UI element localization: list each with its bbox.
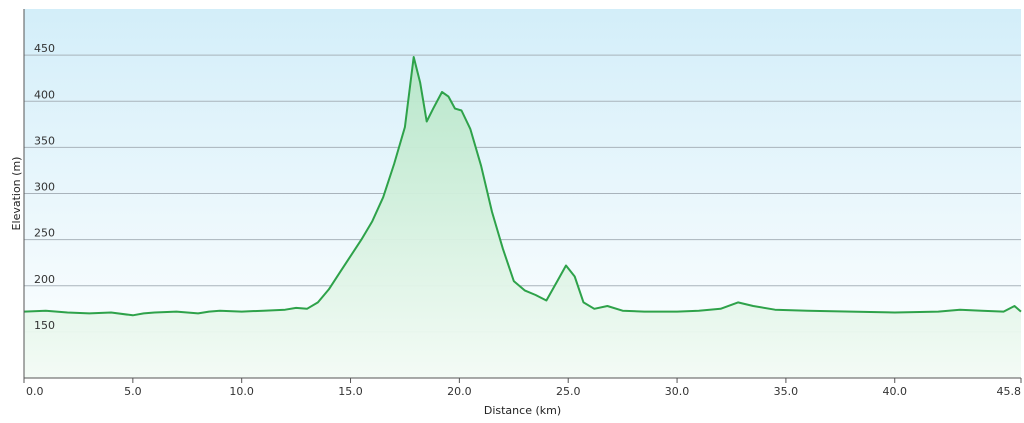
y-axis-label: Elevation (m) (10, 157, 23, 231)
x-axis-ticks: 0.0 5.0 10.0 15.0 20.0 25.0 30.0 35.0 40.0 45.8 (23, 378, 1022, 398)
x-tick-label: 10.0 (229, 385, 254, 398)
y-tick-label: 400 (34, 88, 55, 101)
y-tick-label: 150 (34, 319, 55, 332)
y-tick-label: 250 (34, 227, 55, 240)
x-tick-label: 40.0 (882, 385, 907, 398)
x-tick-label: 0.0 (26, 385, 44, 398)
x-tick-label: 25.0 (556, 385, 581, 398)
y-tick-label: 200 (34, 273, 55, 286)
y-tick-label: 350 (34, 134, 55, 147)
axes (23, 9, 1021, 379)
x-tick-label: 30.0 (665, 385, 690, 398)
x-axis-label: Distance (km) (484, 404, 561, 417)
x-tick-label: 20.0 (447, 385, 472, 398)
x-tick-label: 5.0 (124, 385, 142, 398)
elevation-line (23, 56, 1022, 317)
x-tick-label: 35.0 (774, 385, 799, 398)
y-axis-ticks: 150 200 250 300 350 400 450 (34, 42, 55, 332)
x-tick-label: 45.8 (997, 385, 1022, 398)
elevation-area (24, 57, 1021, 378)
x-tick-label: 15.0 (338, 385, 363, 398)
y-tick-label: 300 (34, 181, 55, 194)
y-tick-label: 450 (34, 42, 55, 55)
